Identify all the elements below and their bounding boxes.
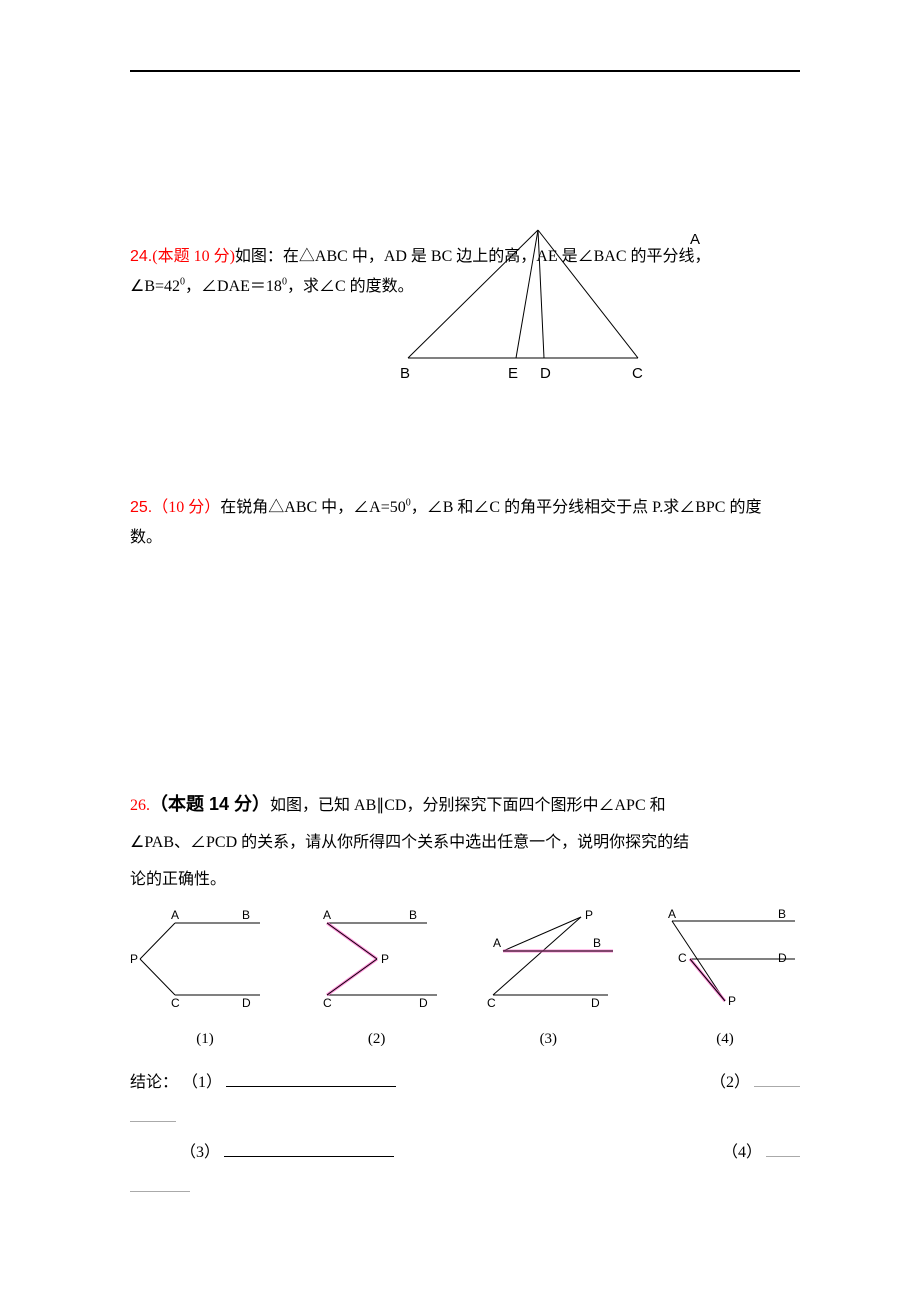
fig4-p: P <box>728 994 736 1008</box>
fig2-d: D <box>419 996 428 1009</box>
q24-text-b2: ，∠DAE＝18 <box>185 278 282 295</box>
q24-diagram: A B E D C <box>400 228 710 388</box>
fig4-d: D <box>778 951 787 965</box>
q26-conclusion: 结论： （1） （2） （3） （4） <box>130 1065 800 1206</box>
fig2-p: P <box>381 952 389 966</box>
fig1-a: A <box>171 909 179 922</box>
fig2-a: A <box>323 909 331 922</box>
q24-label-d: D <box>540 365 551 382</box>
blank-2 <box>754 1071 800 1087</box>
item-3: （3） <box>180 1144 220 1161</box>
problem-24: 24.(本题 10 分)如图：在△ABC 中，AD 是 BC 边上的高，AE 是… <box>130 242 800 303</box>
q24-label-c: C <box>632 365 643 382</box>
blank-3 <box>224 1141 394 1157</box>
q26-fig-2: A B P C D (2) <box>307 909 447 1057</box>
blank-4b <box>130 1176 190 1192</box>
fig3-b: B <box>593 936 601 950</box>
fig2-c: C <box>323 996 332 1009</box>
q25-paren: （10 分） <box>152 499 220 516</box>
fig1-b: B <box>242 909 250 922</box>
fig4-b: B <box>778 909 786 921</box>
q26-fig-3: A B P C D (3) <box>473 909 623 1057</box>
q24-number: 24. <box>130 248 152 265</box>
q25-number: 25. <box>130 499 152 516</box>
conclusion-label: 结论： <box>130 1074 178 1091</box>
q26-fig-1: A B P C D (1) <box>130 909 280 1057</box>
problem-26: 26.（本题 14 分）如图，已知 AB∥CD，分别探究下面四个图形中∠APC … <box>130 784 800 1206</box>
q26-text-c: 论的正确性。 <box>130 871 226 888</box>
fig3-cap: (3) <box>473 1022 623 1057</box>
q24-label-a: A <box>690 231 700 248</box>
fig2-cap: (2) <box>307 1022 447 1057</box>
fig4-c: C <box>678 951 687 965</box>
q24-text-b3: ，求∠C 的度数。 <box>287 278 414 295</box>
q24-label-b: B <box>400 365 410 382</box>
fig4-a: A <box>668 909 676 921</box>
fig4-cap: (4) <box>650 1022 800 1057</box>
q26-fig-4: A B C D P (4) <box>650 909 800 1057</box>
q25-text-b: ，∠B 和∠C 的角平分线相交于点 P.求∠BPC 的度 <box>411 499 762 516</box>
q26-text-a: 如图，已知 AB∥CD，分别探究下面四个图形中∠APC 和 <box>270 797 666 814</box>
fig1-c: C <box>171 996 180 1009</box>
fig3-c: C <box>487 996 496 1009</box>
fig1-cap: (1) <box>130 1022 280 1057</box>
q24-text-b1: ∠B=42 <box>130 278 180 295</box>
q25-text-c: 数。 <box>130 529 162 546</box>
fig2-b: B <box>409 909 417 922</box>
fig3-a: A <box>493 936 501 950</box>
q25-text-a: 在锐角△ABC 中，∠A=50 <box>220 499 405 516</box>
item-4: （4） <box>722 1144 762 1161</box>
header-rule <box>130 70 800 72</box>
fig1-p: P <box>130 952 138 966</box>
problem-25: 25.（10 分）在锐角△ABC 中，∠A=500，∠B 和∠C 的角平分线相交… <box>130 493 800 554</box>
q26-number: 26. <box>130 797 150 814</box>
fig3-p: P <box>585 909 593 922</box>
q24-label-e: E <box>508 365 518 382</box>
fig1-d: D <box>242 996 251 1009</box>
q26-text-b: ∠PAB、∠PCD 的关系，请从你所得四个关系中选出任意一个，说明你探究的结 <box>130 834 689 851</box>
item-1: （1） <box>182 1074 222 1091</box>
blank-1 <box>226 1071 396 1087</box>
q26-figures: A B P C D (1) <box>130 909 800 1057</box>
q26-paren: （本题 14 分） <box>150 794 270 814</box>
blank-2b <box>130 1106 176 1122</box>
blank-4 <box>766 1141 800 1157</box>
fig3-d: D <box>591 996 600 1009</box>
item-2: （2） <box>710 1074 750 1091</box>
q24-paren: (本题 10 分) <box>152 248 235 265</box>
